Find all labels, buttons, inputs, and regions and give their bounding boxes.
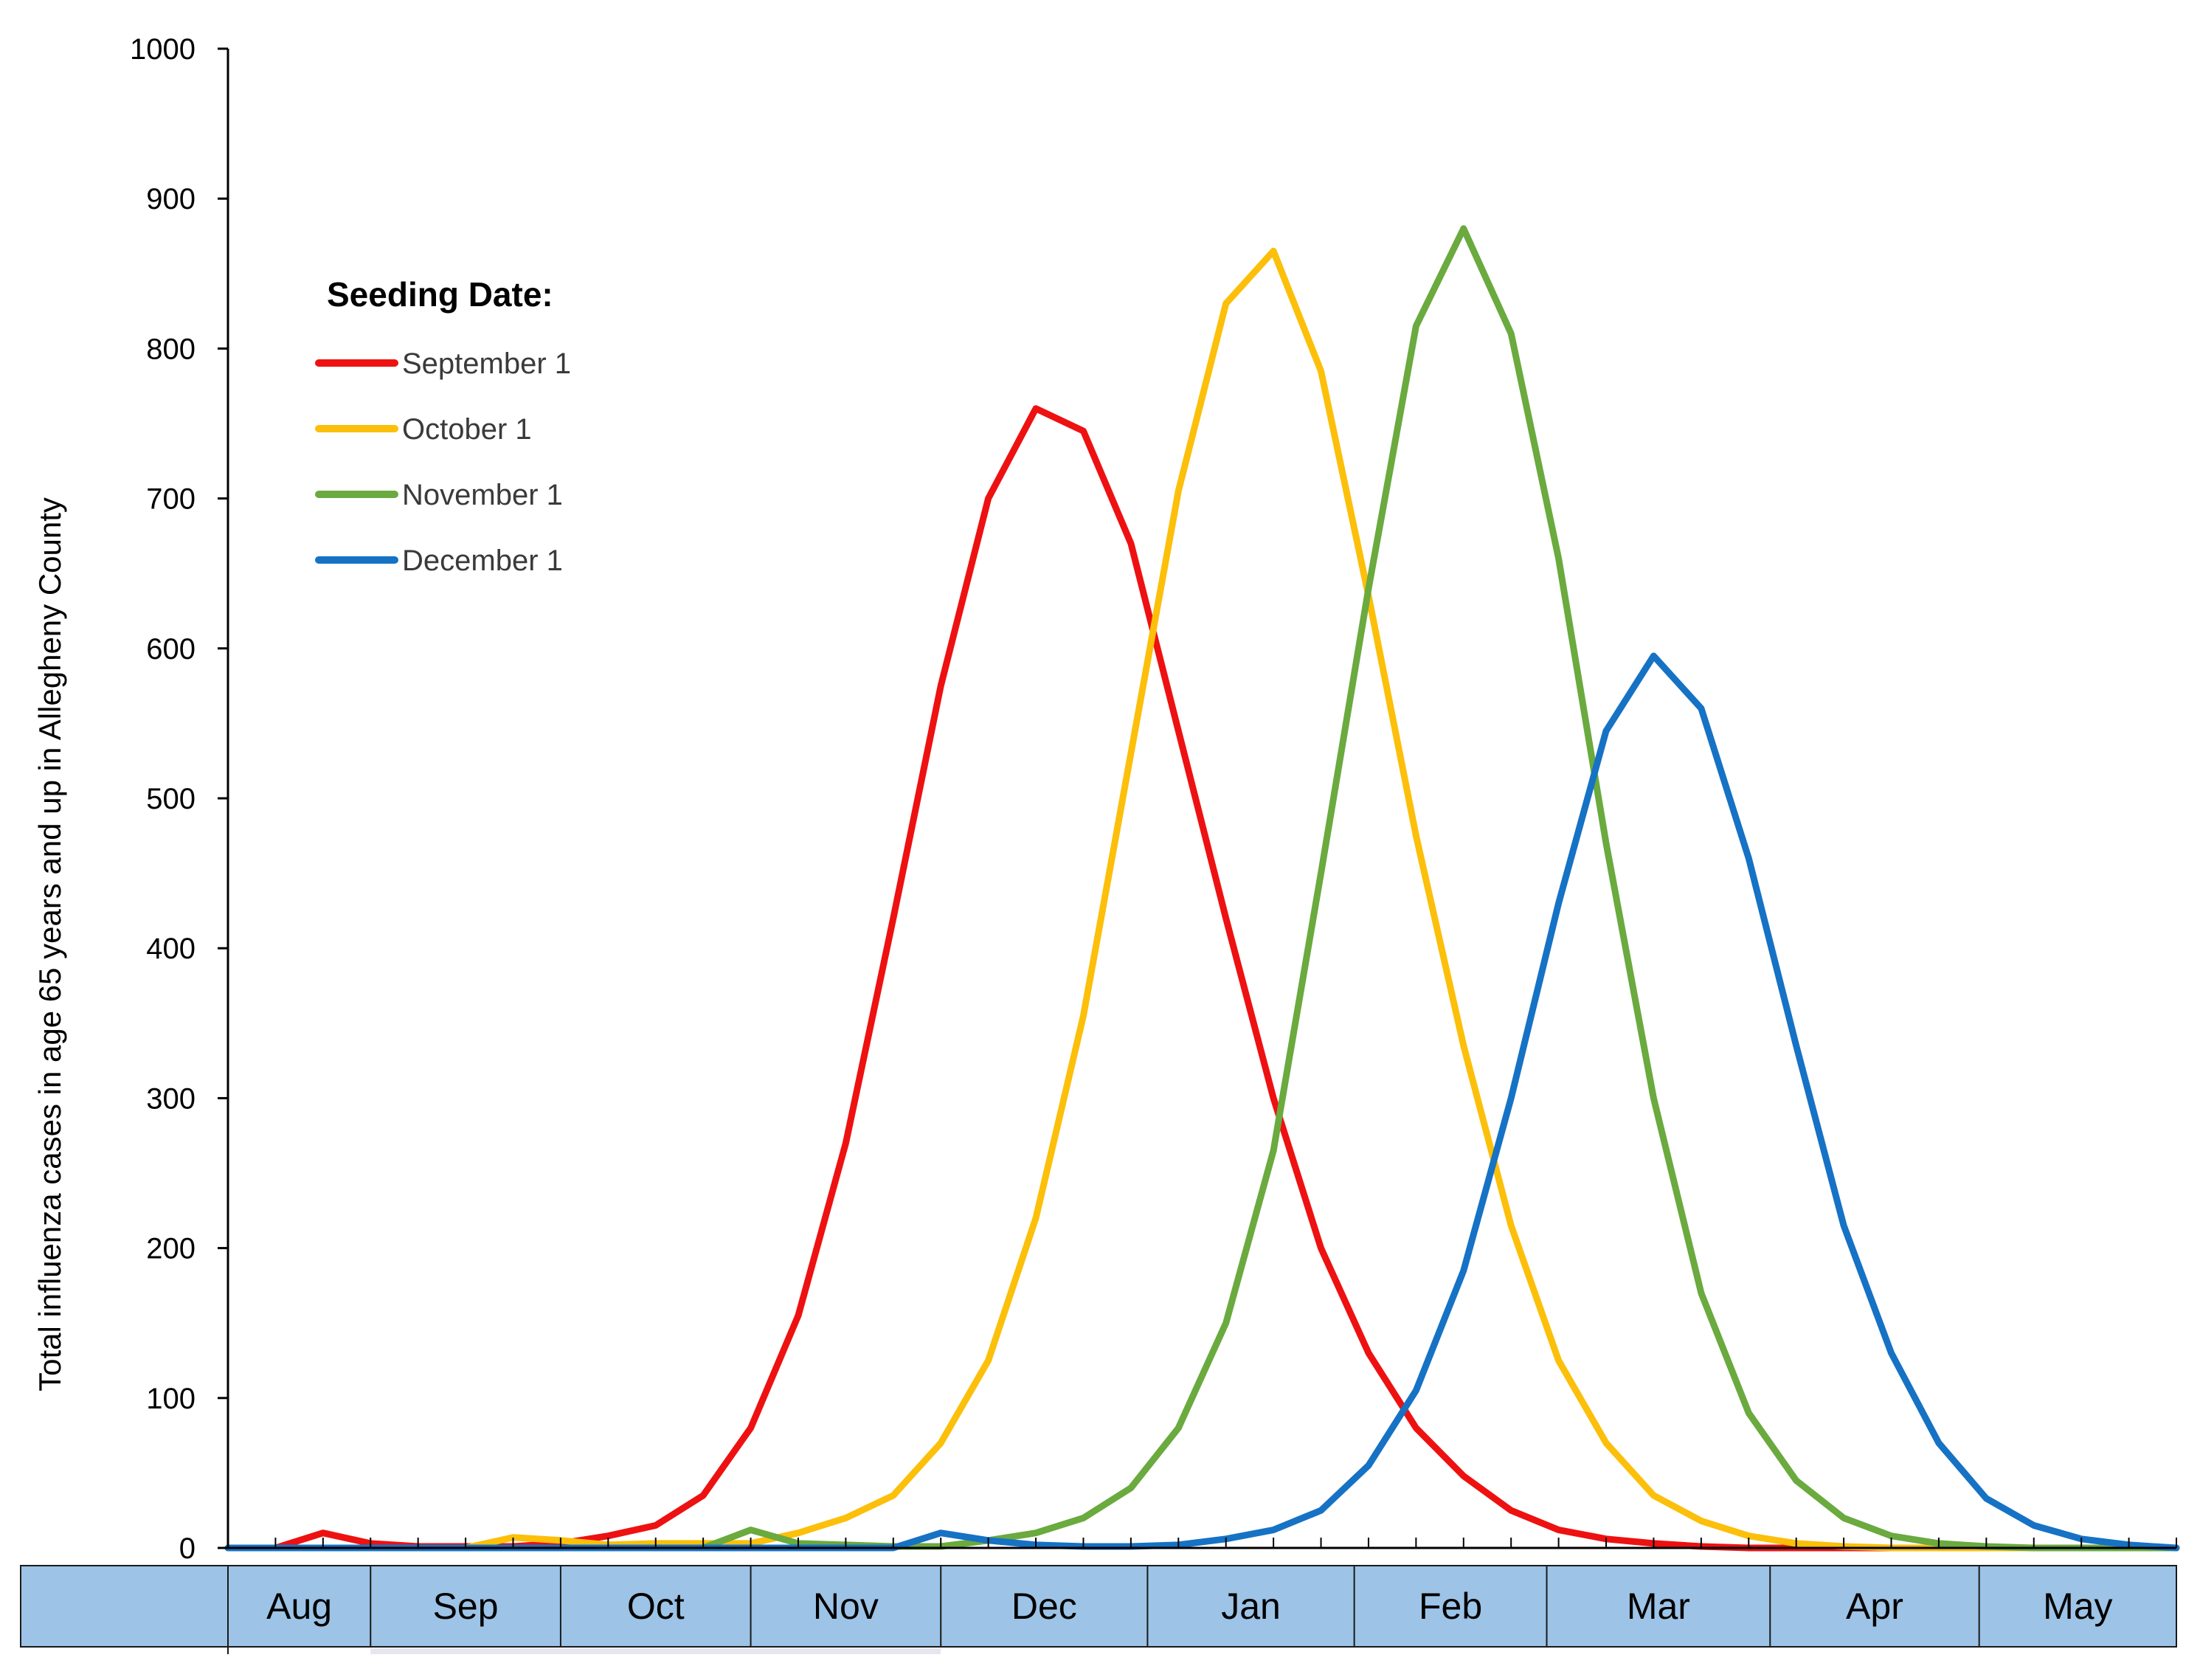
legend-label-september-1: September 1	[402, 348, 571, 380]
month-label-feb: Feb	[1419, 1586, 1482, 1627]
month-band: Aug Sep Oct Nov Dec Jan Feb Mar Apr May	[20, 1565, 2177, 1654]
y-tick-label: 800	[146, 333, 196, 365]
legend-label-december-1: December 1	[402, 545, 563, 577]
y-tick-label: 1000	[130, 33, 196, 66]
month-label-may: May	[2043, 1586, 2112, 1627]
y-tick-label: 100	[146, 1383, 196, 1415]
y-tick-label: 200	[146, 1233, 196, 1265]
y-tick-label: 300	[146, 1082, 196, 1115]
y-tick-label: 900	[146, 183, 196, 215]
month-label-aug: Aug	[266, 1586, 332, 1627]
month-label-dec: Dec	[1011, 1586, 1077, 1627]
legend: Seeding Date: September 1 October 1 Novemb…	[315, 275, 571, 577]
month-label-apr: Apr	[1846, 1586, 1903, 1627]
legend-title: Seeding Date:	[327, 275, 553, 314]
legend-label-october-1: October 1	[402, 413, 532, 446]
y-tick-label: 600	[146, 633, 196, 666]
month-band-background	[20, 1565, 2177, 1648]
y-tick-label: 400	[146, 933, 196, 965]
legend-label-november-1: November 1	[402, 479, 563, 511]
series-line-december-1	[224, 652, 2180, 1552]
y-axis-title: Total influenza cases in age 65 years an…	[32, 497, 67, 1392]
series-line-october-1	[224, 247, 2180, 1552]
axes-layer: 0 100 200 300 400 500 600 700 800 900 1000	[130, 33, 2177, 1565]
month-label-nov: Nov	[813, 1586, 879, 1627]
y-tick-label: 500	[146, 783, 196, 815]
y-tick-label: 700	[146, 483, 196, 516]
legend-items: September 1 October 1 November 1 December 1	[315, 348, 571, 577]
band-shade	[370, 1648, 941, 1654]
month-label-oct: Oct	[627, 1586, 685, 1627]
y-tick-label: 0	[179, 1532, 196, 1565]
month-label-mar: Mar	[1627, 1586, 1690, 1627]
month-label-jan: Jan	[1221, 1586, 1281, 1627]
month-label-sep: Sep	[433, 1586, 499, 1627]
